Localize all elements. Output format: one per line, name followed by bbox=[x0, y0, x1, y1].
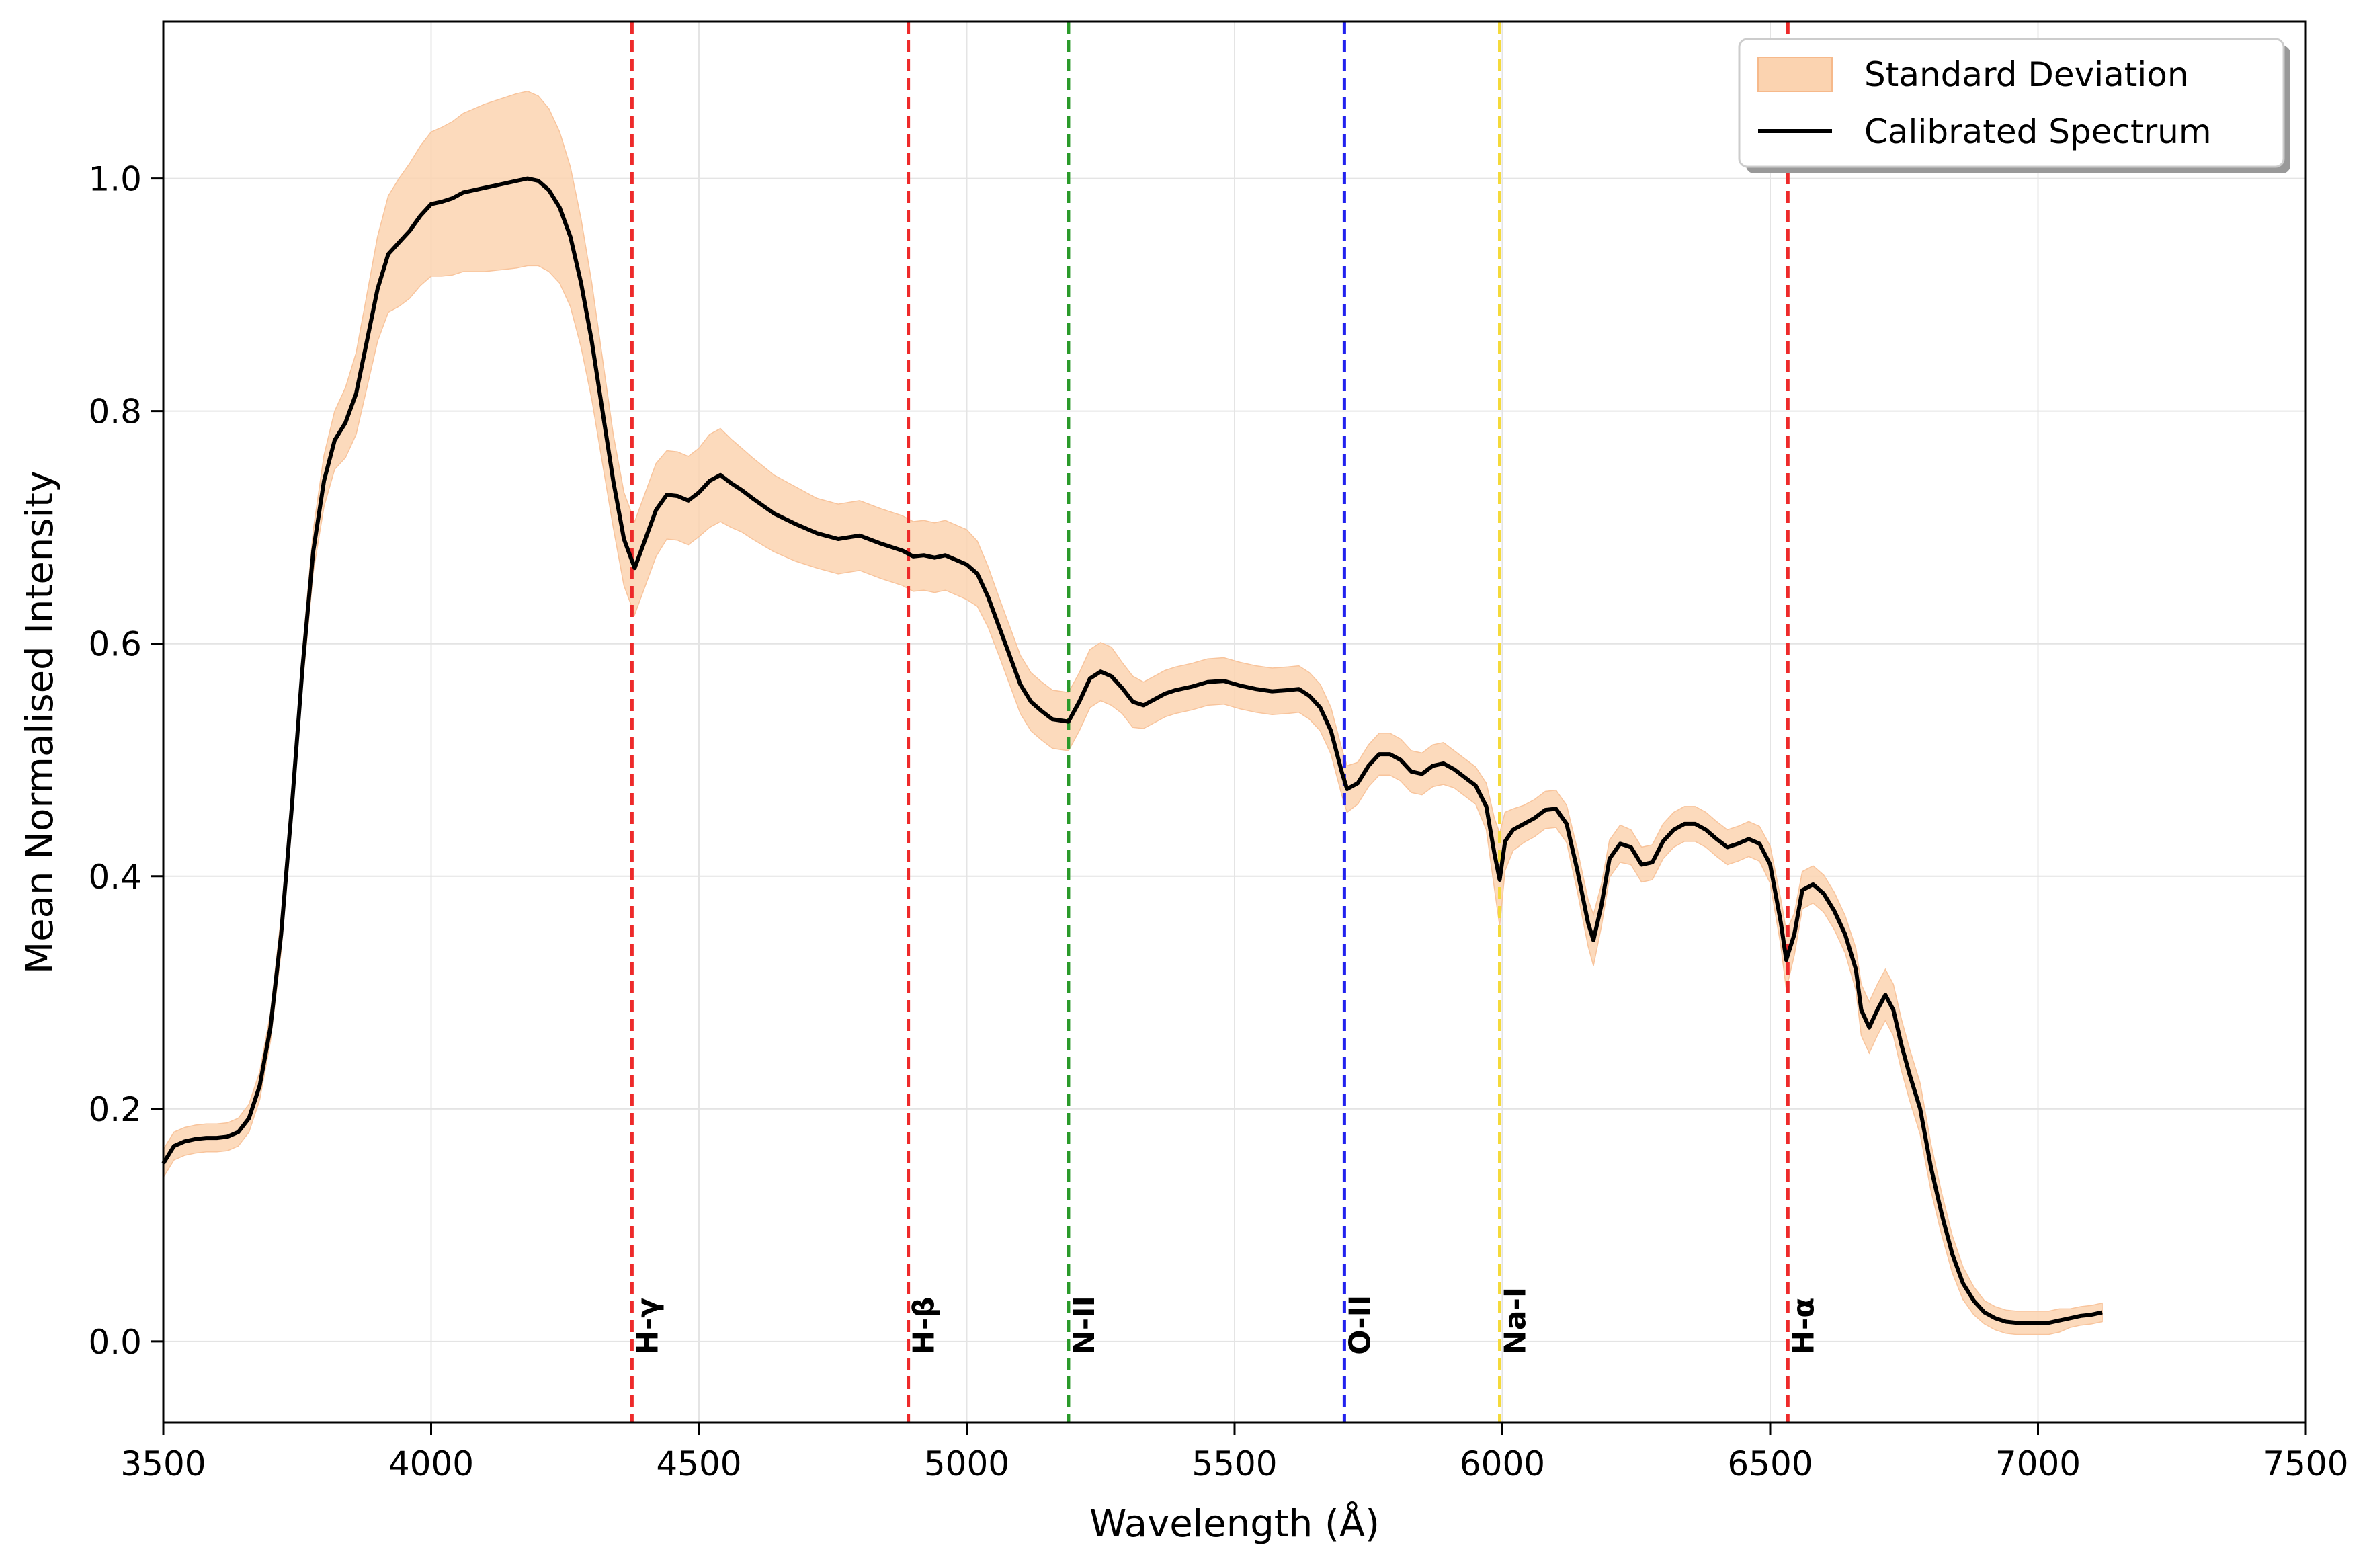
reference-line-label: N-II bbox=[1067, 1296, 1101, 1355]
reference-lines: H-γ H-β N-II O-II Na-I H-α bbox=[630, 22, 1821, 1423]
x-tick-label: 4000 bbox=[388, 1444, 474, 1483]
std-band-layer bbox=[163, 91, 2103, 1335]
y-tick-label: 0.0 bbox=[88, 1323, 142, 1362]
legend-label-line: Calibrated Spectrum bbox=[1864, 112, 2212, 151]
x-tick-label: 7500 bbox=[2263, 1444, 2348, 1483]
legend-swatch-std bbox=[1757, 57, 1833, 92]
y-tick-label: 0.2 bbox=[88, 1090, 142, 1129]
legend-label-std: Standard Deviation bbox=[1864, 55, 2189, 94]
y-axis-title: Mean Normalised Intensity bbox=[18, 470, 62, 974]
y-tick-label: 0.6 bbox=[88, 625, 142, 664]
reference-line-label: H-β bbox=[907, 1296, 942, 1355]
reference-line-label: H-α bbox=[1786, 1298, 1821, 1355]
legend-box bbox=[1738, 38, 2285, 168]
axis-ticks: 3500 4000 4500 5000 5500 6000 6500 7000 7500 0.0 0… bbox=[88, 160, 2348, 1483]
legend: Standard Deviation Calibrated Spectrum bbox=[1738, 38, 2290, 173]
reference-line-label: O-II bbox=[1343, 1295, 1377, 1355]
reference-line-label: H-γ bbox=[630, 1298, 665, 1355]
spectrum-line-layer bbox=[161, 176, 2103, 1325]
x-axis-title: Wavelength (Å) bbox=[1089, 1501, 1380, 1546]
y-tick-label: 0.4 bbox=[88, 858, 142, 897]
y-tick-label: 1.0 bbox=[88, 160, 142, 199]
x-tick-label: 6500 bbox=[1727, 1444, 1813, 1483]
x-tick-label: 4500 bbox=[656, 1444, 741, 1483]
spectrum-line bbox=[161, 176, 2103, 1325]
y-tick-label: 0.8 bbox=[88, 393, 142, 431]
x-tick-label: 5000 bbox=[924, 1444, 1009, 1483]
x-tick-label: 7000 bbox=[1995, 1444, 2081, 1483]
x-tick-label: 6000 bbox=[1460, 1444, 1545, 1483]
x-tick-label: 3500 bbox=[120, 1444, 206, 1483]
x-tick-label: 5500 bbox=[1192, 1444, 1277, 1483]
std-band bbox=[163, 91, 2103, 1335]
reference-line-label: Na-I bbox=[1499, 1287, 1533, 1355]
